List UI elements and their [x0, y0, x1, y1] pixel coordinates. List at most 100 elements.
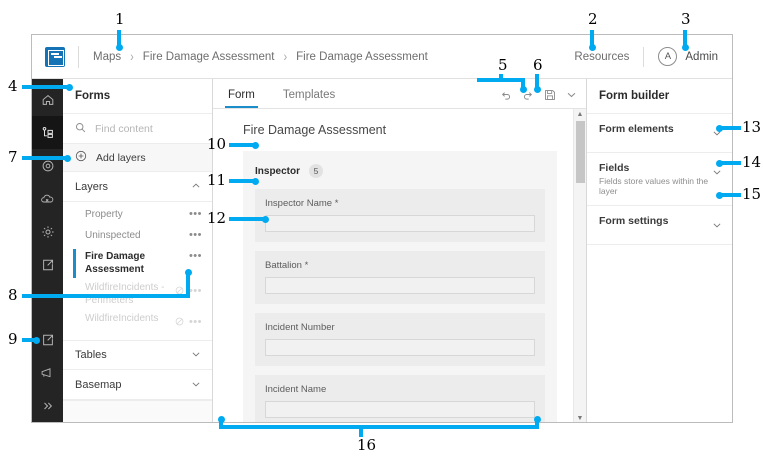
scrollbar-thumb[interactable]: [575, 121, 585, 184]
callout-number-6: 6: [533, 56, 543, 74]
redo-icon[interactable]: [521, 88, 534, 101]
callout-line-15: [719, 193, 741, 197]
undo-icon[interactable]: [499, 88, 512, 101]
layers-section-label: Layers: [75, 180, 109, 193]
overflow-menu-icon[interactable]: •••: [188, 285, 202, 297]
search-placeholder: Find content: [95, 122, 153, 135]
basemap-section-header[interactable]: Basemap: [63, 370, 212, 400]
form-field-inspector-name[interactable]: Inspector Name *: [255, 189, 545, 243]
layer-name: WildfireIncidents: [85, 313, 159, 324]
callout-dot-16-right: [533, 416, 541, 423]
rail-item-target[interactable]: [32, 149, 63, 182]
list-item[interactable]: WildfireIncidents - Perimeters •••: [63, 279, 212, 310]
callout-dot-9: [33, 336, 40, 344]
tab-form[interactable]: Form: [225, 89, 258, 109]
callout-line-5-drop: [521, 78, 525, 88]
overflow-menu-icon[interactable]: •••: [188, 208, 202, 220]
overflow-menu-icon[interactable]: •••: [188, 250, 202, 262]
rail-item-offline[interactable]: [32, 182, 63, 215]
field-label: Incident Number: [265, 322, 335, 334]
field-label: Battalion *: [265, 260, 309, 272]
builder-section-label: Fields: [599, 162, 630, 174]
cloud-offline-icon: [40, 192, 55, 206]
scroll-down-arrow-icon[interactable]: ▼: [576, 415, 584, 422]
callout-line-16-stem: [359, 427, 363, 437]
scrollbar[interactable]: ▲ ▼: [573, 109, 586, 422]
breadcrumb-item-layer[interactable]: Fire Damage Assessment: [296, 50, 428, 63]
status-badge: 5: [309, 164, 324, 179]
chevron-down-icon[interactable]: [565, 88, 578, 101]
avatar[interactable]: A: [658, 47, 678, 66]
rail-item-home[interactable]: [32, 83, 63, 116]
header-divider: [643, 46, 645, 67]
callout-number-9: 9: [8, 330, 18, 348]
builder-section-label: Form settings: [599, 215, 669, 227]
tables-section-header[interactable]: Tables: [63, 340, 212, 370]
rail-item-forms[interactable]: [32, 116, 63, 149]
callout-line-6: [535, 74, 539, 88]
app-logo-icon: [45, 46, 65, 67]
callout-line-1: [117, 30, 121, 48]
form-field-incident-name[interactable]: Incident Name: [255, 375, 545, 422]
form-designer-panel: Form Templates: [213, 79, 586, 422]
callout-dot-13: [716, 124, 723, 132]
callout-line-5-stem: [499, 74, 503, 80]
incident-name-input[interactable]: [265, 401, 535, 419]
chevron-down-icon[interactable]: [712, 215, 722, 235]
breadcrumb: Maps › Fire Damage Assessment › Fire Dam…: [93, 49, 428, 64]
tab-templates[interactable]: Templates: [282, 89, 336, 102]
breadcrumb-item-maps[interactable]: Maps: [93, 50, 122, 63]
chevron-down-icon[interactable]: [712, 162, 722, 182]
builder-section-label: Form elements: [599, 123, 674, 135]
forms-panel-title: Forms: [63, 79, 212, 114]
scrollbar-track[interactable]: [575, 121, 585, 412]
rail-item-feedback[interactable]: [32, 356, 63, 389]
list-item[interactable]: Uninspected •••: [63, 227, 212, 248]
icon-rail: [32, 79, 63, 422]
builder-section-form-settings[interactable]: Form settings: [587, 206, 732, 245]
incident-number-input[interactable]: [265, 339, 535, 357]
field-label: Incident Name: [265, 384, 327, 396]
layer-name: Uninspected: [85, 230, 141, 241]
battalion-input[interactable]: [265, 277, 535, 295]
add-layers-button[interactable]: Add layers: [63, 144, 212, 172]
layer-row-actions: •••: [188, 229, 202, 241]
callout-dot-2: [588, 44, 596, 51]
overflow-menu-icon[interactable]: •••: [188, 229, 202, 241]
form-field-incident-number[interactable]: Incident Number: [255, 313, 545, 367]
save-icon[interactable]: [543, 88, 556, 101]
callout-dot-7: [64, 154, 71, 162]
builder-section-fields[interactable]: Fields Fields store values within the la…: [587, 153, 732, 206]
account-menu-label[interactable]: Admin: [685, 50, 718, 63]
list-item-selected[interactable]: Fire Damage Assessment •••: [63, 248, 212, 279]
builder-section-text: Form settings: [599, 215, 668, 227]
search-icon: [75, 120, 86, 138]
resources-link[interactable]: Resources: [574, 50, 630, 63]
overflow-menu-icon[interactable]: •••: [188, 316, 202, 328]
chevron-down-icon[interactable]: [712, 123, 722, 143]
chevron-up-icon: [191, 178, 201, 196]
rail-item-expand[interactable]: [32, 389, 63, 422]
callout-number-4: 4: [8, 77, 18, 95]
layers-section-header[interactable]: Layers: [63, 172, 212, 202]
rail-item-export[interactable]: [32, 248, 63, 281]
builder-section-form-elements[interactable]: Form elements: [587, 114, 732, 153]
rail-item-share[interactable]: [32, 323, 63, 356]
form-group-card[interactable]: Inspector 5 Inspector Name * Battalion *: [243, 151, 557, 422]
list-item[interactable]: WildfireIncidents •••: [63, 310, 212, 334]
feedback-megaphone-icon: [40, 366, 55, 380]
callout-dot-15: [716, 191, 723, 199]
list-item[interactable]: Property •••: [63, 206, 212, 227]
chevron-down-icon: [191, 346, 201, 364]
search-input[interactable]: Find content: [63, 114, 212, 144]
rail-item-settings[interactable]: [32, 215, 63, 248]
form-field-battalion[interactable]: Battalion *: [255, 251, 545, 305]
inspector-name-input[interactable]: [265, 215, 535, 233]
breadcrumb-item-map[interactable]: Fire Damage Assessment: [142, 50, 275, 63]
callout-line-8-vertical: [186, 272, 190, 296]
scroll-up-arrow-icon[interactable]: ▲: [576, 111, 584, 119]
layer-name: Property: [85, 209, 123, 220]
callout-line-13: [719, 126, 741, 130]
callout-dot-5: [519, 86, 527, 93]
callout-dot-4: [66, 83, 73, 91]
